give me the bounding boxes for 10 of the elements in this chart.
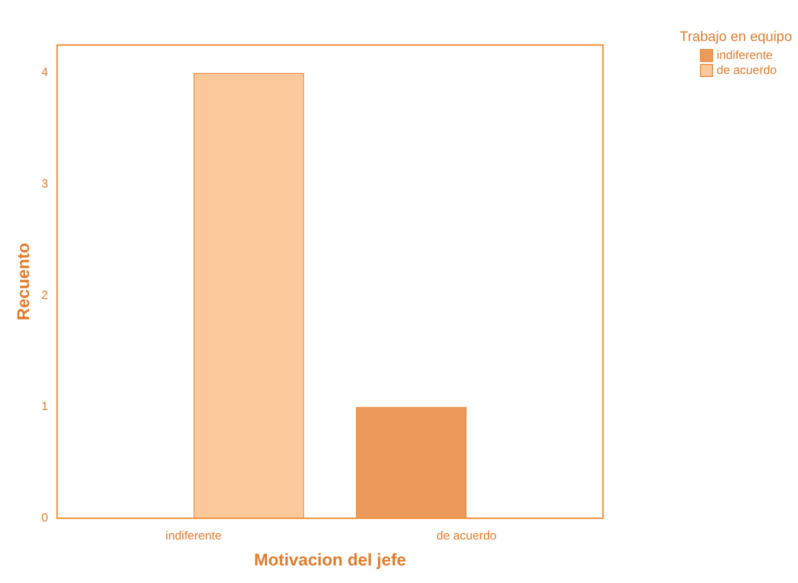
x-axis-title: Motivacion del jefe (254, 550, 406, 570)
y-tick-label: 3 (41, 176, 48, 190)
y-tick-label: 0 (41, 510, 48, 525)
y-tick-label: 1 (41, 399, 48, 414)
y-tick-label: 2 (41, 288, 48, 302)
y-tick-label: 4 (41, 65, 48, 80)
y-axis-title: Recuento (14, 242, 33, 320)
legend-title: Trabajo en equipo (680, 28, 792, 44)
legend-label: indiferente (716, 48, 773, 63)
legend-label: de acuerdo (716, 63, 777, 78)
